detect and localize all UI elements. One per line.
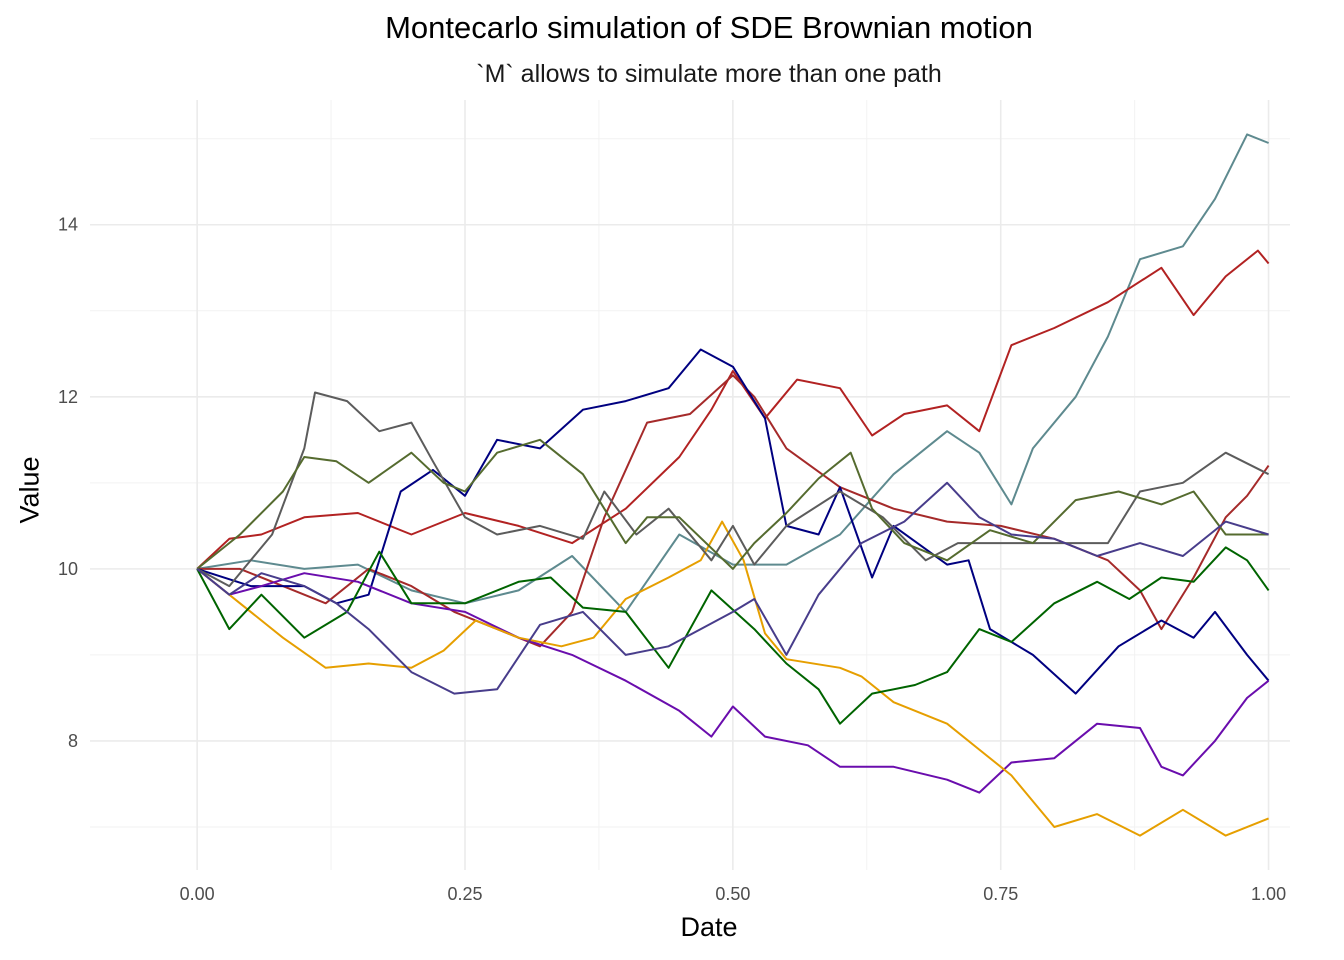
chart-subtitle: `M` allows to simulate more than one pat… — [476, 60, 942, 88]
x-tick-label: 0.75 — [983, 884, 1018, 904]
x-tick-label: 0.25 — [447, 884, 482, 904]
series-lines — [196, 133, 1270, 837]
series-line-7 — [196, 546, 1270, 725]
series-line-4 — [196, 348, 1270, 695]
y-tick-label: 14 — [58, 215, 78, 235]
series-line-5 — [196, 568, 1270, 794]
x-tick-label: 1.00 — [1251, 884, 1286, 904]
y-axis-ticks: 8 10 12 14 — [58, 215, 78, 751]
series-line-10 — [196, 481, 1269, 695]
x-axis-label: Date — [680, 912, 738, 942]
series-line-2 — [196, 249, 1270, 570]
x-axis-ticks: 0.00 0.25 0.50 0.75 1.00 — [180, 884, 1286, 904]
grid-minor — [90, 100, 1290, 870]
y-tick-label: 12 — [58, 387, 78, 407]
y-tick-label: 10 — [58, 559, 78, 579]
x-tick-label: 0.50 — [715, 884, 750, 904]
series-line-9 — [196, 438, 1269, 570]
y-axis-label: Value — [14, 456, 45, 524]
series-line-3 — [197, 374, 1270, 648]
x-tick-label: 0.00 — [180, 884, 215, 904]
grid-major — [90, 100, 1290, 870]
series-line-8 — [196, 391, 1270, 588]
y-tick-label: 8 — [68, 731, 78, 751]
series-line-6 — [196, 520, 1269, 837]
series-line-1 — [196, 133, 1269, 613]
chart-title: Montecarlo simulation of SDE Brownian mo… — [385, 10, 1033, 45]
